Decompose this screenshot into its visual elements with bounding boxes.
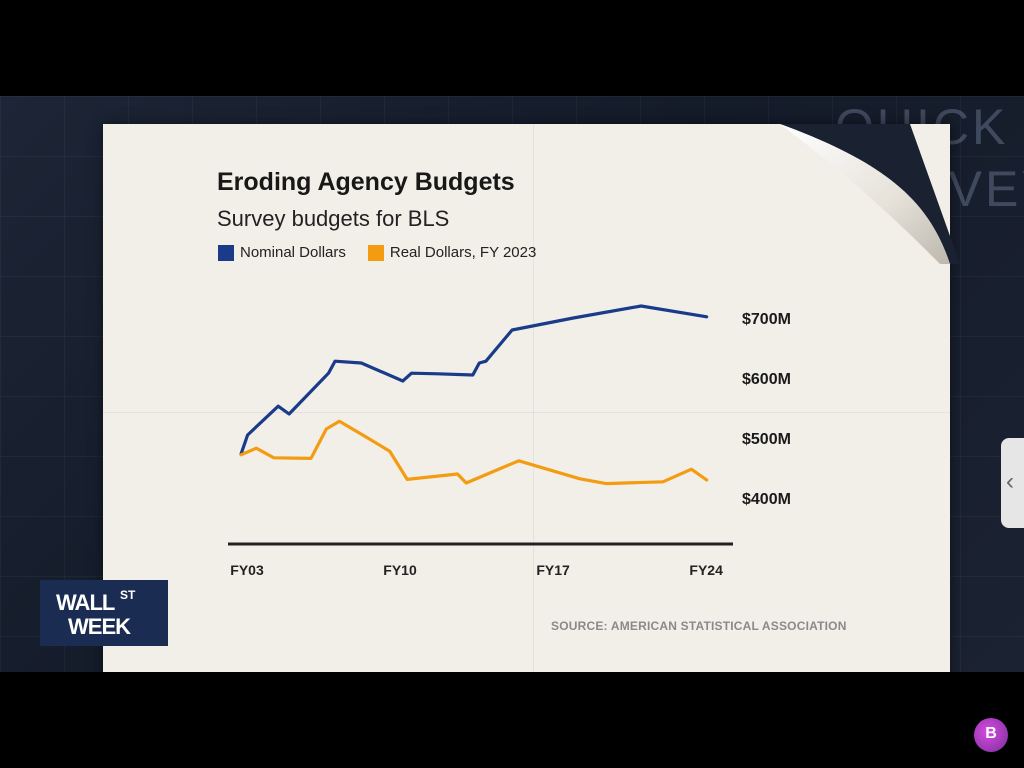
legend-label-nominal: Nominal Dollars	[240, 244, 346, 261]
badge-letter: B	[985, 725, 997, 742]
paper-card	[103, 124, 950, 672]
chart-source: SOURCE: AMERICAN STATISTICAL ASSOCIATION	[551, 619, 847, 633]
video-frame: QUICK SURVEY	[0, 96, 1024, 672]
logo-wall: WALL	[56, 590, 115, 615]
legend-item-nominal: Nominal Dollars	[218, 244, 346, 261]
legend-swatch-nominal	[218, 244, 234, 261]
legend-swatch-real	[367, 244, 384, 261]
chart-subtitle: Survey budgets for BLS	[217, 206, 450, 231]
x-tick-label: FY03	[230, 562, 264, 578]
b-app-icon[interactable]: B	[974, 718, 1008, 752]
x-tick-label: FY17	[536, 562, 570, 578]
x-tick-label: FY10	[383, 562, 417, 578]
page-curl	[780, 124, 960, 264]
legend-item-real: Real Dollars, FY 2023	[367, 244, 537, 261]
x-tick-label: FY24	[689, 562, 723, 578]
y-tick-label: $600M	[742, 371, 791, 388]
side-panel-toggle[interactable]: ‹	[1001, 438, 1024, 528]
wall-st-week-logo: WALL ST WEEK	[40, 580, 168, 646]
logo-st: ST	[120, 588, 136, 602]
y-tick-label: $400M	[742, 491, 791, 508]
y-tick-label: $700M	[742, 311, 791, 328]
y-tick-label: $500M	[742, 431, 791, 448]
chevron-left-icon: ‹	[1006, 468, 1014, 495]
series-line-real	[239, 419, 709, 486]
series-line-nominal	[239, 304, 709, 456]
logo-week: WEEK	[68, 614, 131, 639]
chart-title: Eroding Agency Budgets	[217, 168, 515, 196]
chart-legend: Nominal Dollars Real Dollars, FY 2023	[218, 244, 536, 261]
legend-label-real: Real Dollars, FY 2023	[389, 244, 537, 261]
